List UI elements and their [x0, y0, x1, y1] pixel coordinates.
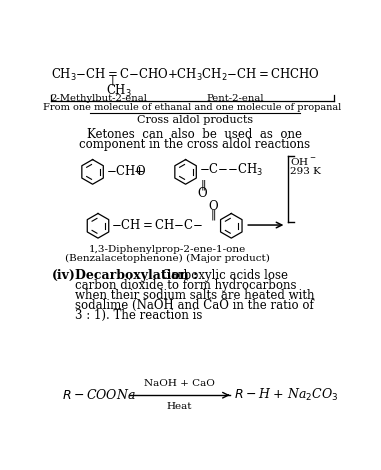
- Text: Carboxylic acids lose: Carboxylic acids lose: [162, 269, 288, 282]
- Text: carbon dioxide to form hydrocarbons: carbon dioxide to form hydrocarbons: [75, 279, 296, 292]
- Text: 1,3-Diphenylprop-2-ene-1-one: 1,3-Diphenylprop-2-ene-1-one: [89, 245, 247, 254]
- Text: $-$CH$=$CH$-$C$-$: $-$CH$=$CH$-$C$-$: [111, 218, 203, 232]
- Text: O: O: [208, 200, 218, 213]
- Text: $\|$: $\|$: [200, 178, 206, 192]
- Text: $-$C$-$$-$CH$_3$: $-$C$-$$-$CH$_3$: [199, 162, 263, 179]
- Text: $R-$H $+$ Na$_2$CO$_3$: $R-$H $+$ Na$_2$CO$_3$: [234, 387, 338, 403]
- Text: |: |: [111, 76, 115, 85]
- Text: Ketones  can  also  be  used  as  one: Ketones can also be used as one: [87, 128, 303, 141]
- Text: 2-Methylbut-2-enal: 2-Methylbut-2-enal: [51, 94, 147, 103]
- Text: 3 : 1). The reaction is: 3 : 1). The reaction is: [75, 309, 202, 322]
- Text: $\|$: $\|$: [210, 208, 216, 222]
- Text: sodalime (NaOH and CaO in the ratio of: sodalime (NaOH and CaO in the ratio of: [75, 299, 314, 312]
- Text: $-$CHO: $-$CHO: [106, 164, 146, 178]
- Text: component in the cross aldol reactions: component in the cross aldol reactions: [79, 138, 311, 151]
- Text: $+$: $+$: [133, 164, 144, 178]
- Text: (iv): (iv): [51, 269, 75, 282]
- Text: Heat: Heat: [166, 402, 192, 411]
- Text: Cross aldol products: Cross aldol products: [137, 115, 253, 125]
- Text: O: O: [198, 188, 207, 200]
- Text: Decarboxylation :: Decarboxylation :: [75, 269, 197, 282]
- Text: From one molecule of ethanal and one molecule of propanal: From one molecule of ethanal and one mol…: [43, 103, 341, 112]
- Text: OH$^-$: OH$^-$: [290, 156, 317, 167]
- Text: NaOH + CaO: NaOH + CaO: [144, 379, 215, 388]
- Text: when their sodium salts are heated with: when their sodium salts are heated with: [75, 289, 314, 302]
- Text: Pent-2-enal: Pent-2-enal: [207, 94, 264, 103]
- Text: (Benzalacetophenone) (Major product): (Benzalacetophenone) (Major product): [65, 254, 270, 263]
- Text: CH$_3$: CH$_3$: [106, 83, 132, 99]
- Text: 293 K: 293 K: [290, 167, 321, 176]
- Text: CH$_3$$-$CH$=$C$-$CHO$+$CH$_3$CH$_2$$-$CH$=$CHCHO: CH$_3$$-$CH$=$C$-$CHO$+$CH$_3$CH$_2$$-$C…: [51, 67, 320, 83]
- Text: $R-$COONa: $R-$COONa: [62, 388, 135, 402]
